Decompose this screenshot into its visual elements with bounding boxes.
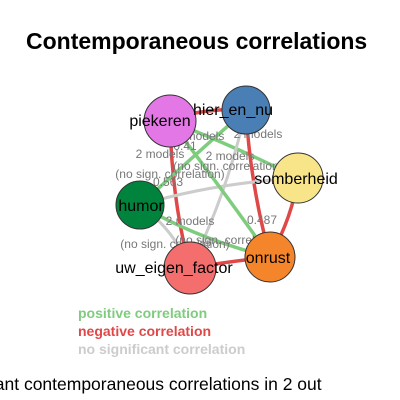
node-circle-uw_eigen_factor — [163, 241, 217, 295]
node-circle-hier_en_nu — [221, 85, 271, 135]
node-humor: humor — [115, 180, 165, 230]
node-label-onrust: onrust — [246, 250, 291, 267]
node-circle-somberheid — [272, 152, 324, 204]
node-uw_eigen_factor: uw_eigen_factor — [115, 241, 233, 295]
edge-label: 2 models — [136, 147, 185, 161]
node-label-hier_en_nu: hier_en_nu — [193, 102, 273, 119]
edge-label: (no sign. correlation) — [173, 159, 282, 173]
node-somberheid: somberheid — [254, 152, 338, 204]
edge-label: 2 models — [166, 214, 215, 228]
edge-label: 0.487 — [247, 213, 277, 227]
edge-label: 2 models — [206, 149, 255, 163]
node-circle-piekeren — [143, 94, 197, 148]
node-label-uw_eigen_factor: uw_eigen_factor — [115, 260, 233, 277]
node-onrust: onrust — [244, 231, 296, 283]
node-hier_en_nu: hier_en_nu — [193, 85, 273, 135]
node-circle-onrust — [244, 231, 296, 283]
node-label-piekeren: piekeren — [129, 113, 190, 130]
legend-negative: negative correlation — [78, 323, 212, 339]
caption: cant contemporaneous correlations in 2 o… — [0, 374, 322, 394]
node-label-somberheid: somberheid — [254, 171, 338, 188]
chart-title: Contemporaneous correlations — [26, 28, 368, 54]
node-circle-humor — [115, 180, 165, 230]
legend-positive: positive correlation — [78, 305, 208, 321]
legend-no-significant: no significant correlation — [78, 341, 246, 357]
node-label-humor: humor — [118, 198, 164, 215]
node-piekeren: piekeren — [129, 94, 197, 148]
edge-label: 0.563 — [153, 175, 183, 189]
edge-label: (no sign. correlation) — [115, 167, 224, 181]
